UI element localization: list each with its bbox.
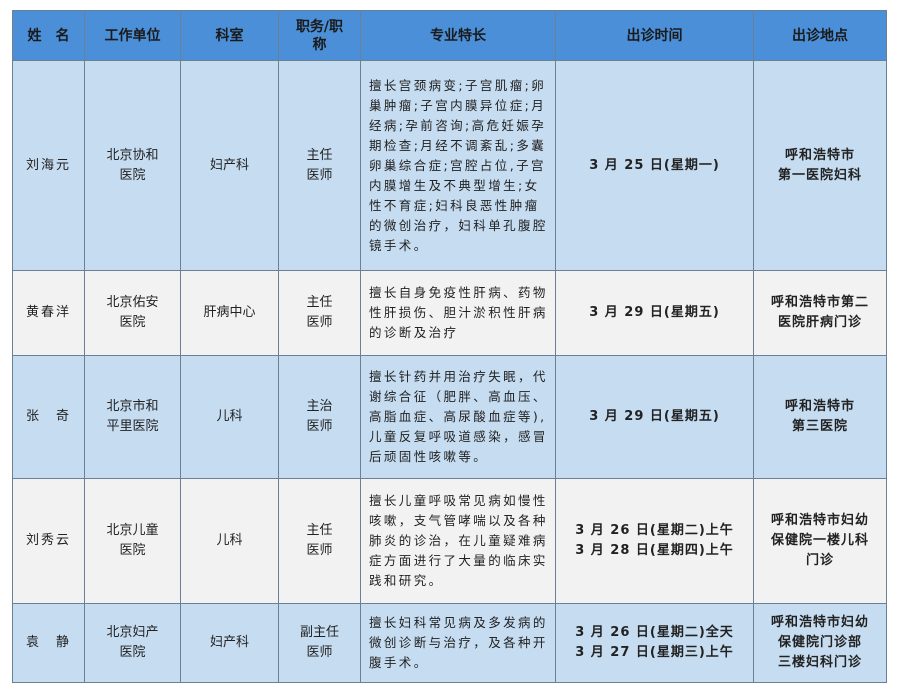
- clinic-place: 呼和浩特市 第三医院: [753, 355, 887, 479]
- specialty: 擅长宫颈病变;子宫肌瘤;卵 巢肿瘤;子宫内膜异位症;月 经病;孕前咨询;高危妊娠…: [360, 60, 556, 271]
- work-unit: 北京佑安 医院: [84, 270, 181, 356]
- job-title: 主任 医师: [278, 270, 361, 356]
- clinic-time: 3 月 25 日(星期一): [555, 60, 754, 271]
- header-title: 职务/职 称: [278, 10, 361, 61]
- clinic-time: 3 月 29 日(星期五): [555, 355, 754, 479]
- table-row: 袁 静 北京妇产 医院 妇产科 副主任 医师 擅长妇科常见病及多发病的 微创诊断…: [12, 603, 887, 683]
- table-row: 黄春洋 北京佑安 医院 肝病中心 主任 医师 擅长自身免疫性肝病、药物 性肝损伤…: [12, 270, 887, 356]
- doctor-name: 袁 静: [12, 603, 85, 683]
- header-dept: 科室: [180, 10, 279, 61]
- clinic-place: 呼和浩特市妇幼 保健院门诊部 三楼妇科门诊: [753, 603, 887, 683]
- header-name: 姓 名: [12, 10, 85, 61]
- table-row: 刘海元 北京协和 医院 妇产科 主任 医师 擅长宫颈病变;子宫肌瘤;卵 巢肿瘤;…: [12, 60, 887, 271]
- job-title: 主任 医师: [278, 60, 361, 271]
- clinic-time: 3 月 29 日(星期五): [555, 270, 754, 356]
- specialty: 擅长妇科常见病及多发病的 微创诊断与治疗，及各种开 腹手术。: [360, 603, 556, 683]
- job-title: 主治 医师: [278, 355, 361, 479]
- job-title: 主任 医师: [278, 478, 361, 604]
- department: 儿科: [180, 478, 279, 604]
- doctor-name: 刘秀云: [12, 478, 85, 604]
- specialty: 擅长自身免疫性肝病、药物 性肝损伤、胆汁淤积性肝病 的诊断及治疗: [360, 270, 556, 356]
- header-time: 出诊时间: [555, 10, 754, 61]
- specialty: 擅长儿童呼吸常见病如慢性 咳嗽，支气管哮喘以及各种 肺炎的诊治，在儿童疑难病 症…: [360, 478, 556, 604]
- department: 妇产科: [180, 60, 279, 271]
- header-specialty: 专业特长: [360, 10, 556, 61]
- doctor-name: 黄春洋: [12, 270, 85, 356]
- clinic-place: 呼和浩特市妇幼 保健院一楼儿科 门诊: [753, 478, 887, 604]
- work-unit: 北京妇产 医院: [84, 603, 181, 683]
- table-row: 张 奇 北京市和 平里医院 儿科 主治 医师 擅长针药并用治疗失眠，代 谢综合征…: [12, 355, 887, 479]
- doctor-schedule-table: 姓 名 工作单位 科室 职务/职 称 专业特长 出诊时间 出诊地点 刘海元 北京…: [12, 10, 887, 683]
- clinic-time: 3 月 26 日(星期二)上午 3 月 28 日(星期四)上午: [555, 478, 754, 604]
- department: 肝病中心: [180, 270, 279, 356]
- work-unit: 北京协和 医院: [84, 60, 181, 271]
- department: 妇产科: [180, 603, 279, 683]
- clinic-place: 呼和浩特市 第一医院妇科: [753, 60, 887, 271]
- work-unit: 北京市和 平里医院: [84, 355, 181, 479]
- department: 儿科: [180, 355, 279, 479]
- doctor-name: 张 奇: [12, 355, 85, 479]
- job-title: 副主任 医师: [278, 603, 361, 683]
- table-row: 刘秀云 北京儿童 医院 儿科 主任 医师 擅长儿童呼吸常见病如慢性 咳嗽，支气管…: [12, 478, 887, 604]
- header-place: 出诊地点: [753, 10, 887, 61]
- clinic-place: 呼和浩特市第二 医院肝病门诊: [753, 270, 887, 356]
- doctor-name: 刘海元: [12, 60, 85, 271]
- header-row: 姓 名 工作单位 科室 职务/职 称 专业特长 出诊时间 出诊地点: [12, 10, 887, 61]
- specialty: 擅长针药并用治疗失眠，代 谢综合征（肥胖、高血压、 高脂血症、高尿酸血症等), …: [360, 355, 556, 479]
- work-unit: 北京儿童 医院: [84, 478, 181, 604]
- header-unit: 工作单位: [84, 10, 181, 61]
- clinic-time: 3 月 26 日(星期二)全天 3 月 27 日(星期三)上午: [555, 603, 754, 683]
